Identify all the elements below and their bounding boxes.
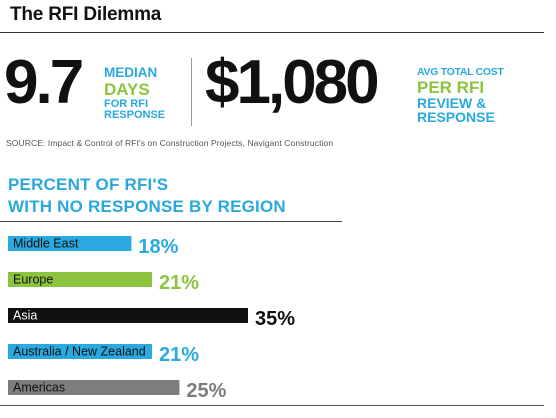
value-label-1: 21% (159, 272, 199, 294)
category-label-3: Australia / New Zealand (13, 345, 146, 359)
bar-3 (8, 344, 152, 359)
bar-4 (8, 380, 180, 395)
avg-cost-value: $1,080 (205, 48, 380, 117)
page-title: The RFI Dilemma (10, 4, 162, 25)
value-label-2: 35% (255, 308, 295, 330)
category-label-2: Asia (13, 309, 37, 323)
category-label-0: Middle East (13, 237, 79, 251)
cost-label-line3: REVIEW & (417, 95, 487, 111)
value-label-4: 25% (186, 380, 226, 402)
median-label-line3: FOR RFI (104, 98, 148, 110)
median-days-value: 9.7 (4, 48, 84, 117)
category-label-4: Americas (13, 381, 65, 395)
bottom-rule (0, 405, 544, 406)
value-label-0: 18% (138, 236, 178, 258)
bar-0 (8, 236, 132, 251)
chart-title: PERCENT OF RFI'S WITH NO RESPONSE BY REG… (8, 174, 286, 218)
bar-1 (8, 272, 152, 287)
median-label-line1: MEDIAN (104, 65, 158, 80)
chart-title-rule (0, 221, 342, 222)
title-rule (0, 32, 544, 33)
source-note: SOURCE: Impact & Control of RFI's on Con… (6, 138, 334, 148)
value-label-3: 21% (159, 344, 199, 366)
stat-divider (191, 58, 192, 126)
median-label-line4: RESPONSE (104, 109, 166, 121)
cost-label-line2: PER RFI (417, 78, 485, 97)
median-label-line2: DAYS (104, 80, 150, 99)
chart-title-line1: PERCENT OF RFI'S (8, 175, 169, 194)
bar-2 (8, 308, 248, 323)
region-bar-chart: Middle East 18% Europe 21% Asia 35% Australia … (8, 236, 295, 402)
chart-title-line2: WITH NO RESPONSE BY REGION (8, 197, 286, 216)
category-label-1: Europe (13, 273, 53, 287)
cost-label-line4: RESPONSE (417, 109, 495, 125)
cost-label-line1: AVG TOTAL COST (417, 66, 504, 78)
